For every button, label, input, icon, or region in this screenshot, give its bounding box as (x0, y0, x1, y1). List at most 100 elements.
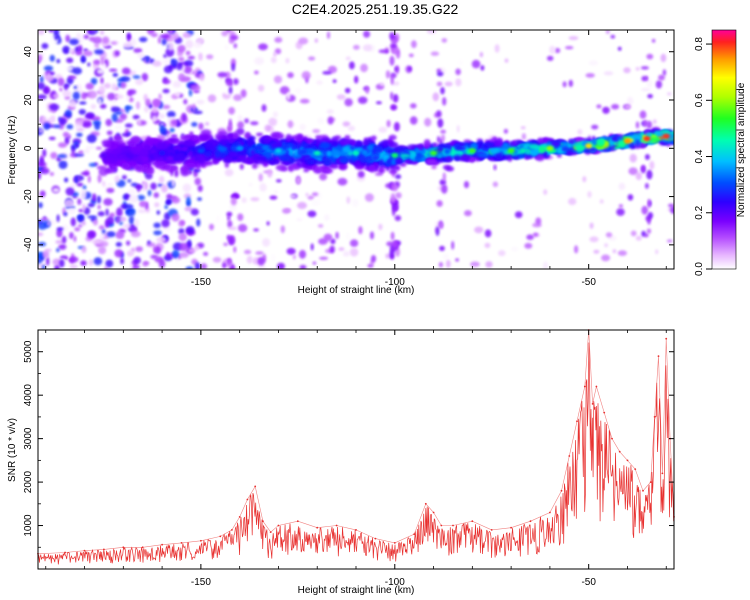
noise-speckle (100, 56, 105, 65)
ridge-blob (156, 141, 168, 150)
noise-speckle (62, 224, 69, 231)
noise-speckle (91, 239, 101, 245)
noise-speckle (257, 264, 267, 269)
ridge-blob (485, 142, 494, 147)
noise-speckle (411, 40, 417, 49)
noise-streak (225, 78, 232, 87)
noise-speckle (223, 242, 228, 247)
noise-speckle (78, 215, 83, 221)
noise-speckle (72, 67, 82, 75)
ridge-blob (270, 142, 281, 148)
noise-speckle (237, 224, 248, 233)
snr-data-point (424, 502, 427, 505)
noise-speckle (574, 245, 579, 254)
noise-speckle (76, 127, 85, 132)
noise-speckle (154, 246, 161, 255)
snr-data-point (490, 529, 493, 531)
snr-line-detail (38, 342, 674, 565)
noise-speckle (66, 124, 74, 130)
noise-streak (438, 261, 443, 268)
noise-speckle (178, 242, 189, 252)
ridge-blob (529, 149, 538, 157)
noise-speckle (188, 248, 196, 253)
noise-speckle (169, 128, 175, 133)
noise-speckle (76, 33, 82, 41)
noise-speckle (409, 116, 418, 125)
noise-speckle (39, 217, 50, 221)
noise-speckle (42, 264, 46, 269)
noise-speckle (153, 222, 161, 229)
noise-streak (392, 94, 399, 103)
noise-speckle (41, 43, 49, 49)
noise-speckle (87, 175, 91, 183)
noise-speckle (298, 37, 309, 45)
noise-speckle (166, 252, 170, 259)
noise-speckle (152, 98, 161, 108)
noise-speckle (172, 249, 180, 259)
noise-speckle (96, 195, 101, 204)
noise-speckle (470, 261, 480, 267)
ridge-blob (477, 152, 488, 158)
ridge-peak (158, 150, 166, 156)
ridge-blob (365, 157, 375, 162)
ridge-blob (351, 154, 357, 162)
noise-speckle (56, 227, 64, 231)
snr-data-point (393, 542, 396, 544)
spectrogram-panel: -150 -100 -50 40 20 0 -20 -40 Height of straig… (7, 29, 675, 296)
noise-speckle (133, 256, 141, 265)
noise-speckle (287, 72, 294, 79)
noise-speckle (82, 203, 86, 212)
noise-speckle (81, 221, 86, 226)
noise-streak (233, 43, 238, 49)
noise-speckle (221, 30, 229, 37)
noise-streak (645, 183, 649, 189)
noise-speckle (106, 231, 116, 238)
noise-speckle (565, 46, 574, 50)
noise-streak (436, 200, 443, 207)
noise-speckle (67, 207, 76, 215)
noise-speckle (183, 65, 192, 74)
noise-speckle (153, 192, 160, 199)
ridge-peak (197, 148, 205, 154)
ridge-blob (325, 167, 334, 174)
noise-speckle (301, 71, 311, 80)
y-tick-label: -20 (23, 189, 34, 204)
noise-speckle (127, 179, 132, 183)
noise-speckle (568, 36, 579, 41)
snr-data-point (296, 520, 299, 523)
noise-speckle (349, 61, 355, 70)
ridge-blob (315, 165, 325, 173)
noise-streak (392, 184, 398, 192)
noise-speckle (164, 205, 168, 209)
noise-speckle (127, 188, 137, 195)
noise-speckle (640, 66, 650, 70)
noise-speckle (56, 58, 61, 64)
noise-streak (442, 172, 446, 182)
chart-title: C2E4.2025.251.19.35.G22 (292, 1, 459, 17)
ridge-blob (214, 149, 221, 158)
noise-speckle (111, 113, 118, 122)
noise-speckle (167, 199, 173, 205)
noise-speckle (65, 135, 69, 145)
noise-speckle (342, 121, 351, 127)
noise-speckle (667, 92, 672, 96)
noise-speckle (38, 54, 43, 62)
noise-speckle (344, 87, 351, 94)
noise-speckle (635, 172, 642, 181)
noise-speckle (178, 56, 185, 62)
noise-speckle (326, 109, 334, 115)
noise-speckle (65, 187, 75, 196)
noise-speckle (203, 251, 209, 256)
noise-speckle (224, 168, 234, 177)
noise-streak (231, 63, 236, 72)
noise-speckle (114, 50, 121, 57)
snr-data-point (440, 524, 443, 527)
noise-speckle (144, 105, 149, 113)
noise-speckle (64, 85, 68, 91)
noise-speckle (54, 264, 60, 269)
y-tick-label: 5000 (23, 340, 34, 363)
noise-speckle (154, 202, 160, 208)
noise-speckle (520, 126, 526, 130)
ridge-blob (302, 154, 312, 160)
noise-speckle (137, 209, 147, 214)
